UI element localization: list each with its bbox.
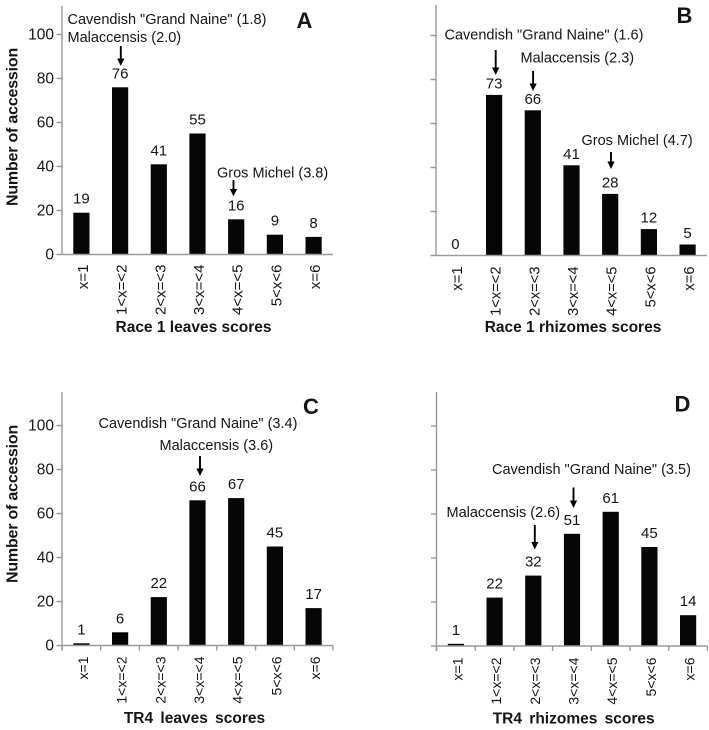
svg-text:Gros Michel (3.8): Gros Michel (3.8)	[217, 166, 328, 182]
svg-text:x=6: x=6	[682, 657, 698, 680]
svg-text:Malaccensis (2.3): Malaccensis (2.3)	[521, 51, 635, 67]
svg-text:55: 55	[189, 112, 206, 129]
svg-text:2<x=<3: 2<x=<3	[152, 265, 169, 315]
svg-text:73: 73	[486, 75, 503, 92]
svg-text:x=6: x=6	[307, 265, 324, 290]
svg-text:8: 8	[309, 215, 317, 232]
svg-text:22: 22	[486, 576, 503, 593]
svg-text:D: D	[675, 392, 691, 417]
svg-text:x=1: x=1	[75, 265, 92, 290]
svg-text:67: 67	[228, 476, 245, 493]
svg-text:Cavendish "Grand Naine" (1.8): Cavendish "Grand Naine" (1.8)	[68, 12, 267, 28]
svg-text:17: 17	[305, 586, 322, 603]
svg-text:Cavendish "Grand Naine" (3.4): Cavendish "Grand Naine" (3.4)	[99, 416, 298, 432]
svg-text:4<x=<5: 4<x=<5	[230, 656, 246, 703]
svg-text:100: 100	[28, 27, 54, 44]
svg-text:2<x=<3: 2<x=<3	[527, 657, 543, 704]
svg-text:5<x<6: 5<x<6	[268, 265, 285, 307]
svg-text:Gros Michel (4.7): Gros Michel (4.7)	[582, 133, 693, 149]
svg-text:5: 5	[683, 225, 691, 242]
svg-text:Cavendish "Grand Naine" (3.5): Cavendish "Grand Naine" (3.5)	[492, 462, 691, 478]
svg-text:C: C	[303, 394, 319, 419]
svg-text:3<x=<4: 3<x=<4	[566, 267, 582, 316]
svg-text:60: 60	[37, 115, 55, 132]
svg-text:51: 51	[564, 512, 581, 529]
svg-text:1: 1	[77, 621, 85, 638]
svg-text:41: 41	[563, 146, 580, 163]
svg-text:Malaccensis (2.6): Malaccensis (2.6)	[447, 505, 561, 521]
svg-text:1<x=<2: 1<x=<2	[114, 265, 131, 315]
svg-text:16: 16	[228, 197, 245, 214]
svg-text:A: A	[297, 8, 313, 33]
svg-text:2<x=<3: 2<x=<3	[152, 656, 168, 703]
svg-text:20: 20	[37, 203, 55, 220]
svg-text:40: 40	[37, 159, 55, 176]
svg-text:4<x=<5: 4<x=<5	[230, 265, 247, 315]
svg-text:61: 61	[602, 490, 619, 507]
svg-text:100: 100	[28, 418, 54, 435]
svg-text:2<x=<3: 2<x=<3	[527, 267, 543, 316]
svg-text:19: 19	[73, 191, 90, 208]
svg-text:3<x=<4: 3<x=<4	[566, 657, 582, 704]
svg-text:Number of accession: Number of accession	[5, 425, 22, 583]
svg-text:40: 40	[37, 550, 55, 567]
svg-text:5<x<6: 5<x<6	[268, 656, 284, 695]
svg-text:3<x=<4: 3<x=<4	[191, 265, 208, 315]
svg-text:Number of accession: Number of accession	[5, 48, 22, 206]
svg-text:x=6: x=6	[682, 267, 698, 291]
svg-text:66: 66	[524, 91, 541, 108]
svg-text:9: 9	[271, 213, 279, 230]
svg-text:1<x=<2: 1<x=<2	[114, 656, 130, 703]
svg-text:0: 0	[45, 638, 54, 655]
svg-text:45: 45	[267, 525, 284, 542]
svg-text:66: 66	[189, 478, 206, 495]
svg-text:0: 0	[45, 247, 54, 264]
svg-text:Malaccensis (3.6): Malaccensis (3.6)	[160, 438, 274, 454]
svg-text:45: 45	[641, 525, 658, 542]
svg-text:1: 1	[452, 622, 460, 639]
svg-text:76: 76	[112, 65, 129, 82]
svg-text:x=1: x=1	[75, 656, 91, 679]
svg-text:3<x=<4: 3<x=<4	[191, 656, 207, 703]
svg-text:0: 0	[451, 236, 459, 253]
svg-text:5<x<6: 5<x<6	[643, 267, 659, 308]
svg-text:Race 1 leaves scores: Race 1 leaves scores	[116, 319, 272, 336]
svg-text:x=1: x=1	[449, 657, 465, 680]
svg-text:22: 22	[150, 575, 167, 592]
svg-text:5<x<6: 5<x<6	[643, 657, 659, 696]
svg-text:60: 60	[37, 506, 55, 523]
svg-text:TR4 leaves scores: TR4 leaves scores	[124, 710, 265, 727]
svg-text:x=1: x=1	[450, 267, 466, 291]
svg-text:x=6: x=6	[307, 656, 323, 679]
svg-text:Cavendish "Grand Naine" (1.6): Cavendish "Grand Naine" (1.6)	[445, 28, 644, 44]
svg-text:1<x=<2: 1<x=<2	[489, 266, 505, 315]
svg-text:6: 6	[116, 610, 124, 627]
svg-text:4<x=<5: 4<x=<5	[604, 657, 620, 704]
svg-text:Malaccensis (2.0): Malaccensis (2.0)	[68, 30, 182, 46]
svg-text:12: 12	[641, 210, 658, 227]
svg-text:4<x=<5: 4<x=<5	[605, 267, 621, 316]
svg-text:80: 80	[37, 71, 55, 88]
svg-text:28: 28	[602, 174, 619, 191]
svg-text:14: 14	[680, 593, 697, 610]
svg-text:41: 41	[150, 142, 167, 159]
svg-text:32: 32	[525, 554, 542, 571]
svg-text:Race 1 rhizomes scores: Race 1 rhizomes scores	[485, 319, 662, 336]
svg-text:TR4 rhizomes scores: TR4 rhizomes scores	[493, 711, 655, 728]
svg-text:1<x=<2: 1<x=<2	[488, 657, 504, 704]
svg-text:B: B	[677, 3, 693, 28]
svg-text:80: 80	[37, 462, 55, 479]
svg-text:20: 20	[37, 594, 55, 611]
